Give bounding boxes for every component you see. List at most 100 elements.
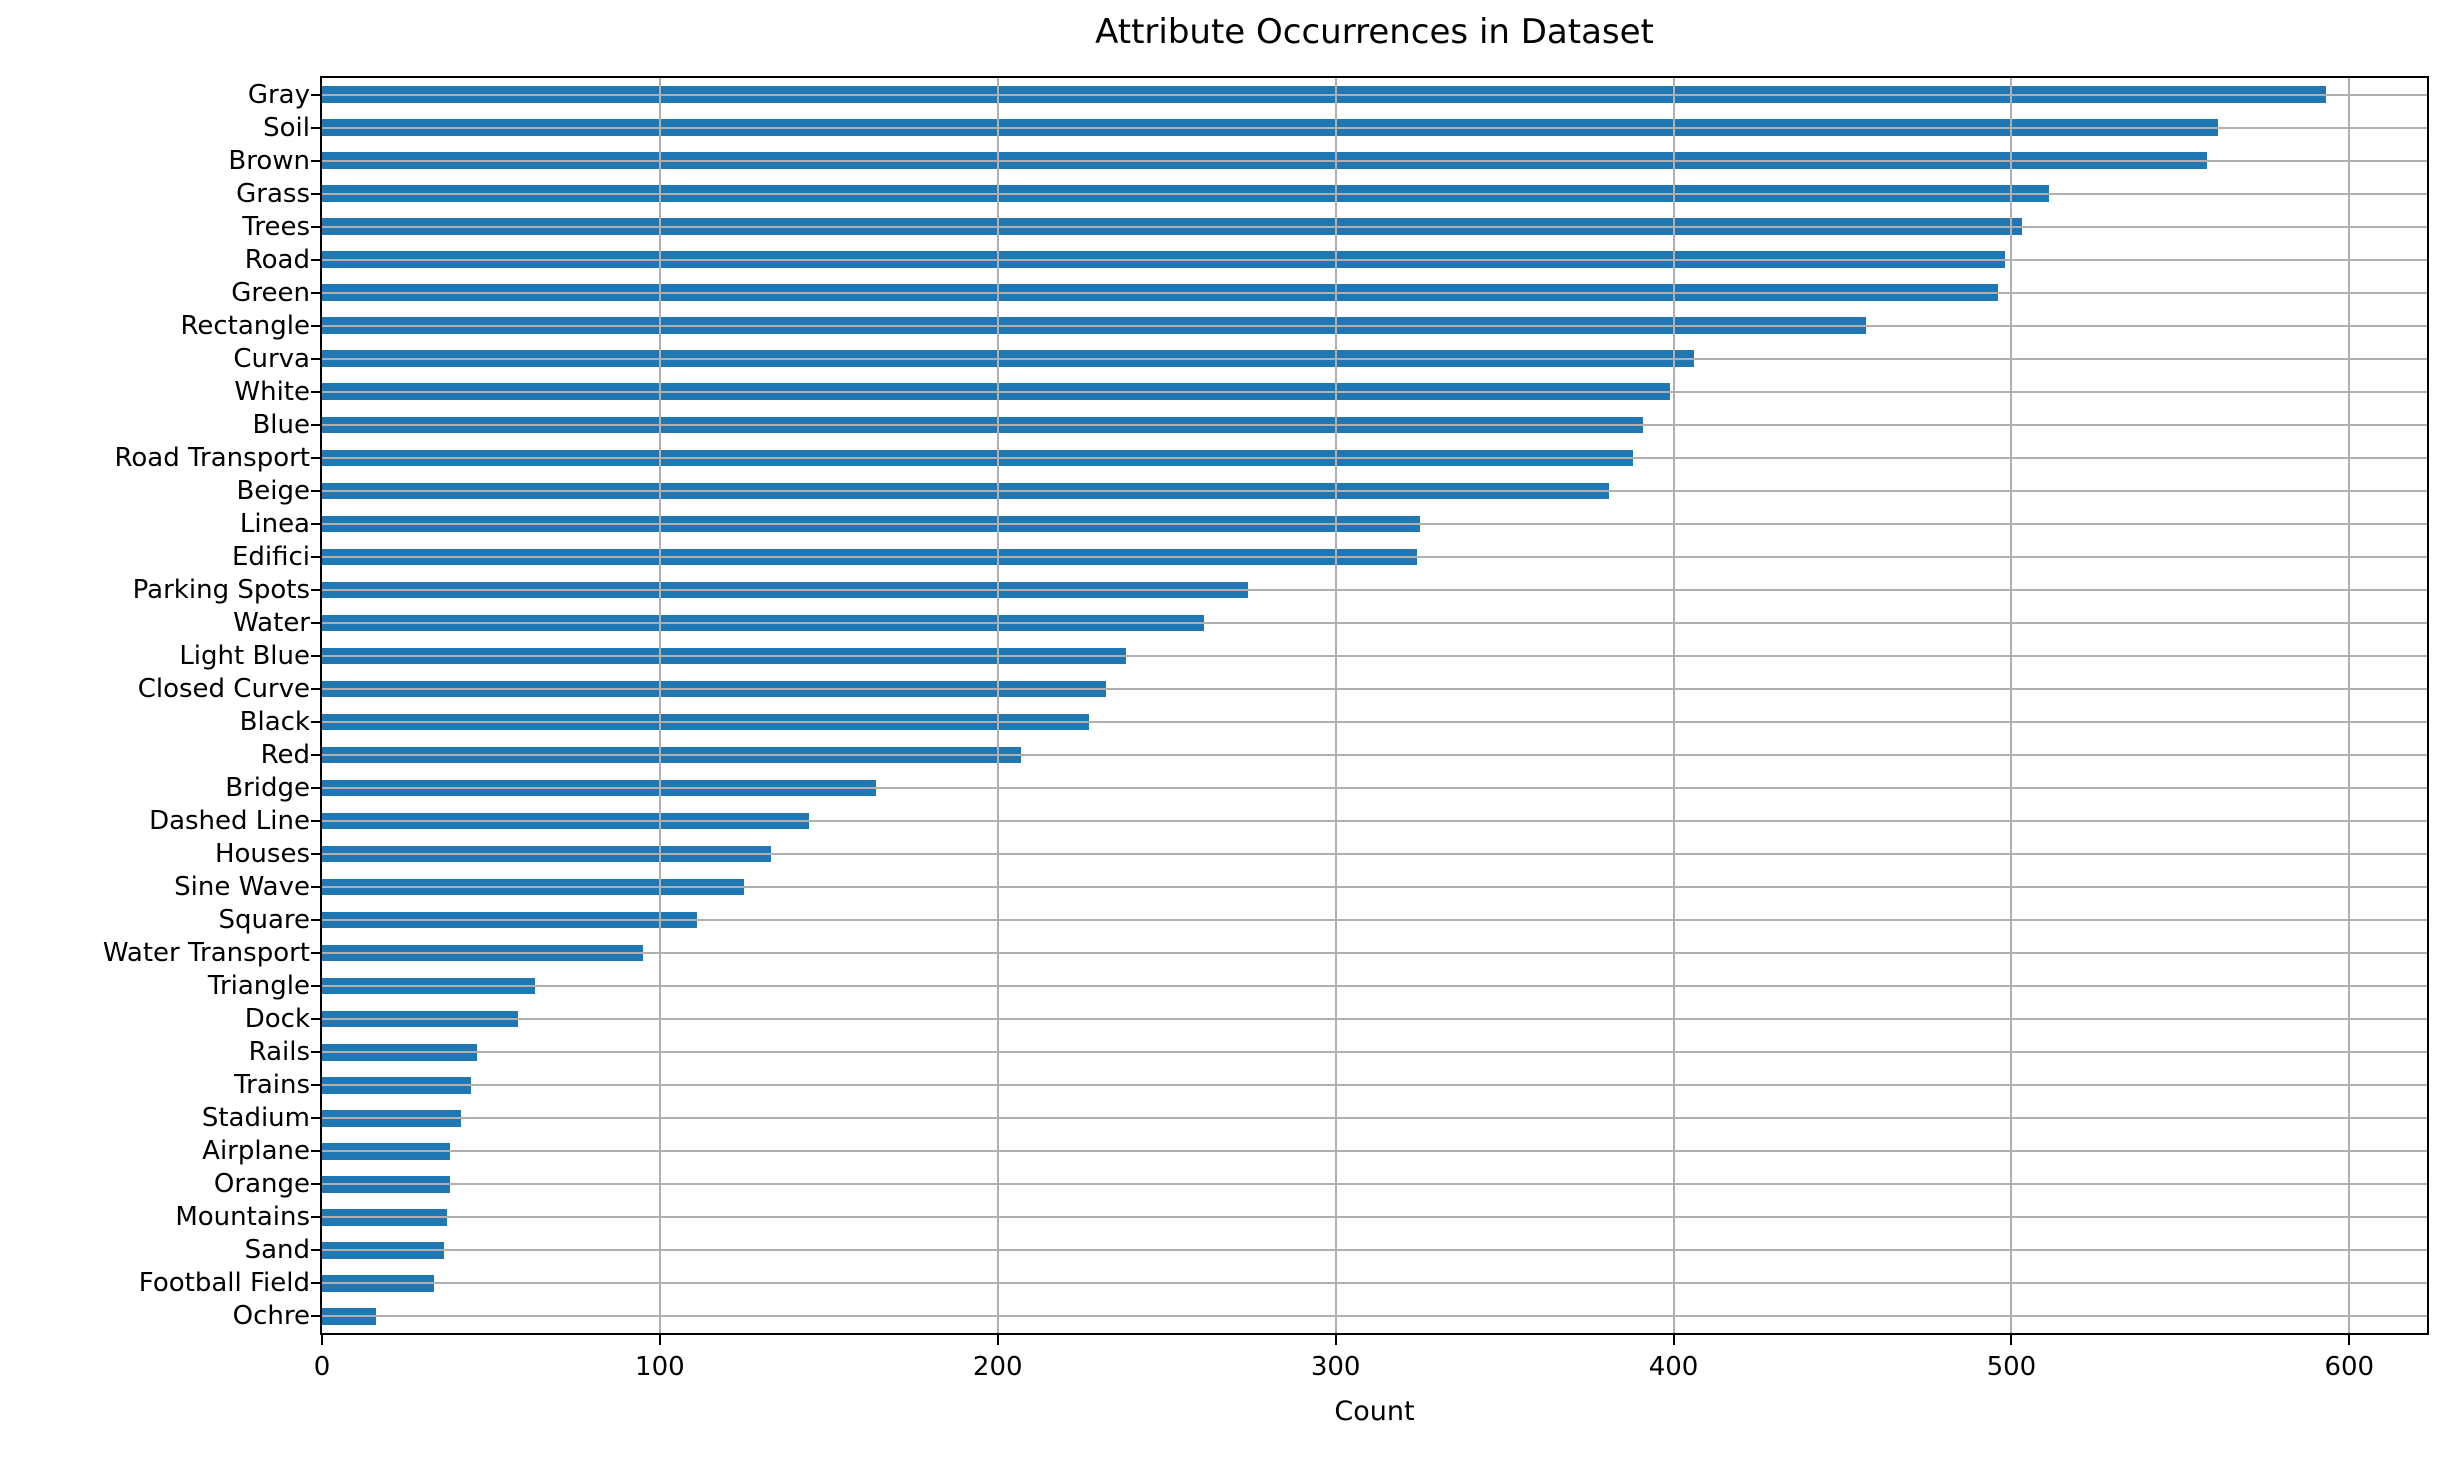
h-gridline bbox=[322, 1117, 2427, 1120]
y-tick-mark bbox=[311, 225, 320, 228]
h-gridline bbox=[322, 886, 2427, 889]
h-gridline bbox=[322, 1315, 2427, 1318]
y-tick-mark bbox=[311, 291, 320, 294]
x-tick-mark bbox=[2348, 1335, 2351, 1345]
h-gridline bbox=[322, 159, 2427, 162]
y-tick-label: Rails bbox=[248, 1037, 310, 1068]
x-tick-mark bbox=[1334, 1335, 1337, 1345]
y-tick-label: Soil bbox=[263, 112, 310, 143]
y-tick-label: White bbox=[234, 376, 310, 407]
v-gridline bbox=[658, 78, 661, 1333]
y-tick-mark bbox=[311, 423, 320, 426]
y-tick-label: Black bbox=[239, 707, 310, 737]
y-tick-label: Parking Spots bbox=[132, 574, 310, 605]
y-tick-label: Red bbox=[260, 740, 310, 771]
h-gridline bbox=[322, 1051, 2427, 1054]
y-tick-mark bbox=[311, 886, 320, 889]
h-gridline bbox=[322, 225, 2427, 228]
y-tick-mark bbox=[311, 1249, 320, 1252]
y-tick-label: Beige bbox=[236, 475, 310, 506]
h-gridline bbox=[322, 126, 2427, 129]
x-tick-mark bbox=[2010, 1335, 2013, 1345]
x-tick-mark bbox=[658, 1335, 661, 1345]
x-tick-label: 100 bbox=[635, 1352, 685, 1382]
y-tick-mark bbox=[311, 357, 320, 360]
y-tick-mark bbox=[311, 1150, 320, 1153]
h-gridline bbox=[322, 1282, 2427, 1285]
v-gridline bbox=[1334, 78, 1337, 1333]
y-tick-label: Bridge bbox=[225, 773, 310, 804]
y-tick-mark bbox=[311, 1183, 320, 1186]
y-tick-mark bbox=[311, 1018, 320, 1021]
y-tick-mark bbox=[311, 456, 320, 459]
h-gridline bbox=[322, 258, 2427, 261]
y-tick-label: Sand bbox=[244, 1235, 310, 1266]
y-tick-mark bbox=[311, 258, 320, 261]
h-gridline bbox=[322, 1183, 2427, 1186]
h-gridline bbox=[322, 654, 2427, 657]
h-gridline bbox=[322, 357, 2427, 360]
y-tick-label: Orange bbox=[213, 1169, 310, 1200]
y-tick-label: Dock bbox=[244, 1004, 310, 1035]
y-tick-mark bbox=[311, 159, 320, 162]
y-tick-label: Mountains bbox=[175, 1202, 310, 1233]
x-tick-label: 300 bbox=[1310, 1352, 1361, 1382]
plot-area bbox=[320, 76, 2429, 1335]
h-gridline bbox=[322, 721, 2427, 723]
h-gridline bbox=[322, 1216, 2427, 1219]
chart-title: Attribute Occurrences in Dataset bbox=[1095, 12, 1654, 52]
y-tick-mark bbox=[311, 555, 320, 558]
y-tick-mark bbox=[311, 787, 320, 790]
h-gridline bbox=[322, 687, 2427, 690]
y-tick-label: Closed Curve bbox=[137, 673, 310, 704]
h-gridline bbox=[322, 820, 2427, 823]
y-tick-label: Sine Wave bbox=[174, 872, 310, 903]
y-tick-label: Curva bbox=[233, 343, 310, 374]
y-tick-label: Grass bbox=[236, 178, 310, 209]
y-tick-label: Football Field bbox=[138, 1268, 310, 1299]
y-tick-label: Trains bbox=[234, 1070, 310, 1101]
h-gridline bbox=[322, 1150, 2427, 1153]
y-tick-label: Stadium bbox=[201, 1103, 310, 1134]
x-tick-label: 600 bbox=[2324, 1352, 2375, 1382]
y-tick-mark bbox=[311, 390, 320, 393]
h-gridline bbox=[322, 1018, 2427, 1021]
h-gridline bbox=[322, 489, 2427, 492]
y-tick-label: Rectangle bbox=[180, 310, 310, 341]
y-tick-label: Blue bbox=[252, 409, 310, 440]
y-tick-label: Light Blue bbox=[179, 640, 310, 671]
y-tick-mark bbox=[311, 621, 320, 624]
h-gridline bbox=[322, 621, 2427, 624]
y-tick-mark bbox=[311, 1084, 320, 1087]
y-tick-mark bbox=[311, 588, 320, 591]
h-gridline bbox=[322, 952, 2427, 955]
h-gridline bbox=[322, 754, 2427, 757]
y-tick-mark bbox=[311, 687, 320, 690]
h-gridline bbox=[322, 423, 2427, 426]
h-gridline bbox=[322, 787, 2427, 790]
x-tick-label: 0 bbox=[313, 1352, 331, 1382]
y-tick-label: Green bbox=[231, 277, 310, 308]
y-tick-label: Road Transport bbox=[114, 442, 310, 473]
y-tick-mark bbox=[311, 126, 320, 129]
h-gridline bbox=[322, 1084, 2427, 1087]
v-gridline bbox=[1672, 78, 1675, 1333]
x-tick-mark bbox=[321, 1335, 323, 1345]
y-tick-mark bbox=[311, 324, 320, 327]
h-gridline bbox=[322, 291, 2427, 294]
y-tick-label: Edifici bbox=[231, 541, 310, 572]
y-tick-mark bbox=[311, 489, 320, 492]
y-tick-mark bbox=[311, 93, 320, 96]
x-tick-mark bbox=[996, 1335, 999, 1345]
y-tick-label: Square bbox=[218, 905, 310, 936]
y-tick-label: Ochre bbox=[232, 1301, 310, 1332]
y-tick-mark bbox=[311, 721, 320, 723]
h-gridline bbox=[322, 522, 2427, 525]
y-tick-mark bbox=[311, 754, 320, 757]
y-tick-mark bbox=[311, 1216, 320, 1219]
y-tick-mark bbox=[311, 1315, 320, 1318]
y-tick-label: Brown bbox=[228, 145, 310, 176]
h-gridline bbox=[322, 390, 2427, 393]
y-tick-mark bbox=[311, 952, 320, 955]
